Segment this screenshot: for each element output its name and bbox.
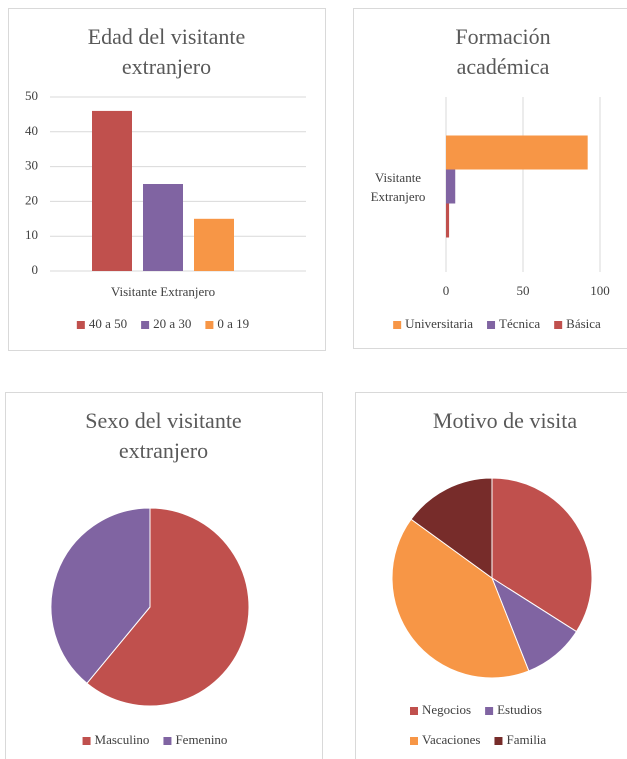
legend-label: Básica [566, 316, 601, 331]
bar [143, 184, 183, 271]
legend-swatch [82, 737, 91, 745]
y-tick-label: 0 [32, 262, 39, 277]
x-tick-label: Visitante Extranjero [111, 284, 215, 299]
legend-label: 0 a 19 [217, 316, 249, 331]
legend-label: Negocios [422, 702, 471, 717]
legend-swatch [554, 321, 563, 329]
chart-title: Formación académica [353, 22, 627, 82]
legend-label: Masculino [95, 732, 150, 747]
x-tick-label: 50 [517, 283, 530, 298]
legend-swatch [393, 321, 402, 329]
pie-slice [86, 507, 250, 707]
bar [446, 135, 588, 170]
y-tick-label-text: Visitante Extranjero [370, 169, 426, 204]
legend-label: Familia [506, 732, 546, 747]
legend-label: 40 a 50 [89, 316, 127, 331]
chart-title: Sexo del visitante extranjero [5, 406, 322, 466]
y-tick-label: 10 [25, 227, 38, 242]
chart-title: Motivo de visita [355, 406, 627, 436]
chart-title: Edad del visitante extranjero [8, 22, 325, 82]
bar [446, 169, 456, 204]
legend-swatch [163, 737, 172, 745]
pie-slice [391, 518, 530, 679]
y-tick-label: 50 [25, 88, 38, 103]
bar [446, 203, 450, 238]
chart-frame [353, 8, 627, 349]
chart-title-text: Motivo de visita [432, 408, 578, 433]
x-tick-label: 100 [590, 283, 610, 298]
x-tick-label: 0 [443, 283, 450, 298]
legend-swatch [76, 321, 85, 329]
bar [194, 218, 234, 271]
legend-label: Vacaciones [422, 732, 480, 747]
chart-title-text: Sexo del visitante extranjero [85, 408, 242, 463]
chart-frame [8, 8, 326, 351]
pie-slice [410, 477, 493, 579]
chart-title-text: Edad del visitante extranjero [87, 24, 246, 79]
bar [92, 110, 132, 271]
pie-slice [50, 507, 151, 684]
legend-swatch [141, 321, 150, 329]
legend-label: 20 a 30 [153, 316, 191, 331]
legend-label: Técnica [499, 316, 540, 331]
legend-swatch [494, 737, 503, 745]
legend-swatch [205, 321, 214, 329]
y-tick-label: 30 [25, 158, 38, 173]
chart-frame [5, 392, 323, 759]
y-tick-label: 20 [25, 192, 38, 207]
chart-title-text: Formación académica [455, 24, 551, 79]
legend-label: Estudios [497, 702, 542, 717]
pie-slice [491, 477, 593, 633]
legend-swatch [487, 321, 496, 329]
chart-frame [355, 392, 627, 759]
legend-label: Universitaria [405, 316, 473, 331]
legend-swatch [410, 707, 418, 715]
legend-label: Femenino [175, 732, 227, 747]
legend-swatch [410, 737, 418, 745]
y-tick-label: 40 [25, 123, 38, 138]
y-tick-label: Visitante Extranjero [358, 168, 438, 206]
legend-swatch [485, 707, 494, 715]
